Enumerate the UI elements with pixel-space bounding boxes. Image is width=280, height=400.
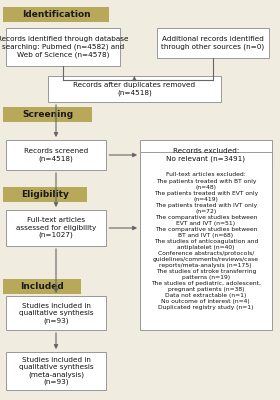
- Bar: [6, 210, 106, 246]
- Bar: [3, 7, 109, 22]
- Bar: [3, 279, 81, 294]
- Bar: [6, 352, 106, 390]
- Bar: [3, 187, 87, 202]
- Bar: [140, 152, 272, 330]
- Bar: [3, 107, 92, 122]
- Text: Studies included in
qualitative synthesis
(n=93): Studies included in qualitative synthesi…: [19, 302, 93, 324]
- Text: Studies included in
qualitative synthesis
(meta-analysis)
(n=93): Studies included in qualitative synthesi…: [19, 357, 93, 385]
- Text: Records after duplicates removed
(n=4518): Records after duplicates removed (n=4518…: [73, 82, 195, 96]
- Bar: [157, 28, 269, 58]
- Bar: [6, 296, 106, 330]
- Bar: [6, 140, 106, 170]
- Text: Identification: Identification: [22, 10, 90, 19]
- Text: Records screened
(n=4518): Records screened (n=4518): [24, 148, 88, 162]
- Text: Full-text articles excluded:
The patients treated with BT only
(n=48)
The patien: Full-text articles excluded: The patient…: [151, 172, 261, 310]
- Text: Included: Included: [20, 282, 64, 291]
- Text: Records identified through database
searching: Pubmed (n=4582) and
Web of Scienc: Records identified through database sear…: [0, 36, 129, 58]
- Bar: [140, 140, 272, 170]
- Text: Screening: Screening: [22, 110, 73, 119]
- Text: Eligibility: Eligibility: [21, 190, 69, 199]
- Text: Additional records identified
through other sources (n=0): Additional records identified through ot…: [161, 36, 264, 50]
- Bar: [6, 28, 120, 66]
- Bar: [48, 76, 221, 102]
- Text: Full-text articles
assessed for eligibility
(n=1027): Full-text articles assessed for eligibil…: [16, 218, 96, 238]
- Text: Records excluded:
No relevant (n=3491): Records excluded: No relevant (n=3491): [166, 148, 245, 162]
